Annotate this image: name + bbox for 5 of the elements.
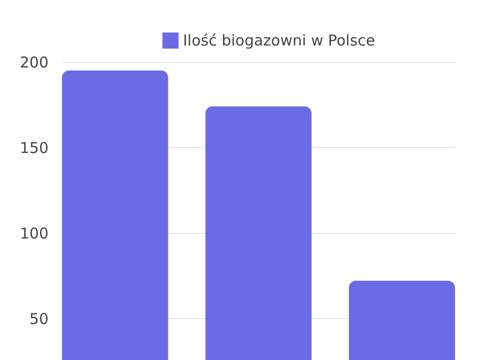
- y-tick-label: 100: [20, 224, 48, 242]
- y-tick-label: 50: [29, 310, 48, 328]
- y-tick-label: 200: [20, 54, 48, 72]
- legend-label: Ilość biogazowni w Polsce: [183, 32, 376, 50]
- y-tick-label: 150: [20, 138, 48, 157]
